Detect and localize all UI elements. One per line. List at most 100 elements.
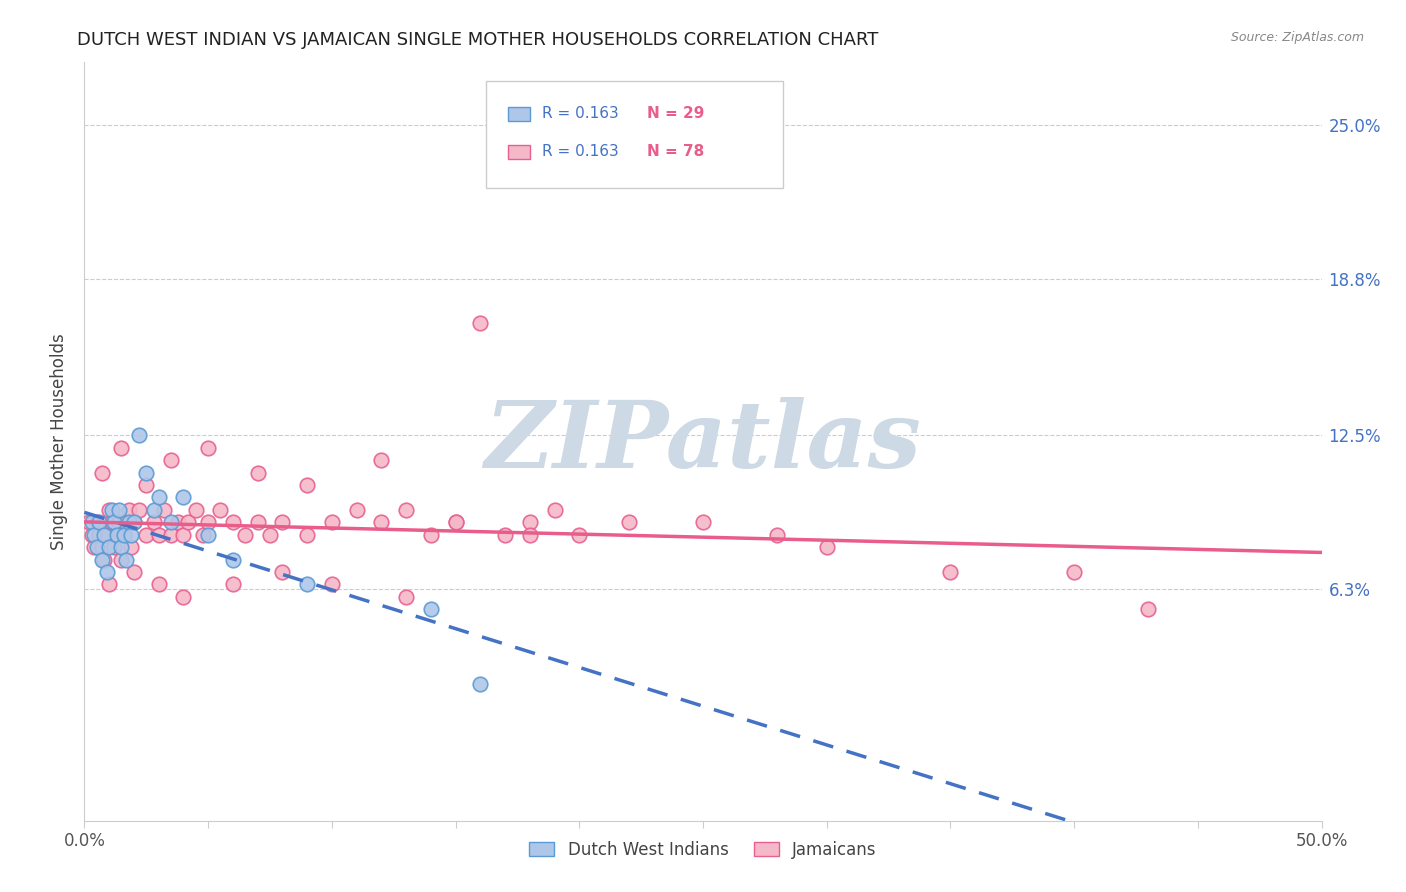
Point [148, 528, 170, 542]
Point [617, 516, 640, 530]
Point [108, 503, 131, 517]
Point [122, 516, 145, 530]
Point [83, 528, 105, 542]
Point [543, 503, 565, 517]
Point [172, 590, 194, 604]
Text: N = 29: N = 29 [647, 106, 704, 121]
Point [118, 516, 141, 530]
Point [148, 577, 170, 591]
Point [122, 516, 145, 530]
Point [90, 466, 112, 480]
Point [259, 528, 281, 542]
Y-axis label: Single Mother Households: Single Mother Households [51, 334, 69, 549]
Point [321, 516, 343, 530]
Point [197, 516, 219, 530]
Point [135, 466, 157, 480]
Point [128, 503, 150, 517]
Point [222, 552, 245, 566]
Point [160, 528, 183, 542]
Point [222, 516, 245, 530]
Point [395, 590, 418, 604]
Point [110, 552, 132, 566]
Legend: Dutch West Indians, Jamaicans: Dutch West Indians, Jamaicans [523, 834, 883, 865]
Point [1063, 565, 1085, 579]
Point [295, 577, 318, 591]
Point [184, 503, 207, 517]
Point [519, 528, 541, 542]
Point [89, 516, 111, 530]
Point [222, 577, 245, 591]
Point [80, 516, 103, 530]
Point [444, 516, 467, 530]
Text: Source: ZipAtlas.com: Source: ZipAtlas.com [1230, 31, 1364, 45]
Point [98, 503, 121, 517]
Point [110, 540, 132, 554]
Point [209, 503, 232, 517]
Point [346, 503, 368, 517]
Point [295, 478, 318, 492]
Text: DUTCH WEST INDIAN VS JAMAICAN SINGLE MOTHER HOUSEHOLDS CORRELATION CHART: DUTCH WEST INDIAN VS JAMAICAN SINGLE MOT… [77, 31, 879, 49]
Point [115, 552, 138, 566]
Text: ZIPatlas: ZIPatlas [485, 397, 921, 486]
Point [90, 540, 112, 554]
Point [90, 552, 112, 566]
Point [939, 565, 962, 579]
Point [1137, 602, 1160, 616]
Point [135, 528, 157, 542]
FancyBboxPatch shape [508, 145, 530, 159]
Point [112, 528, 135, 542]
Point [160, 516, 183, 530]
Point [93, 528, 115, 542]
Point [419, 528, 441, 542]
Point [172, 491, 194, 505]
Point [83, 540, 105, 554]
Point [191, 528, 214, 542]
Point [105, 528, 128, 542]
Point [519, 516, 541, 530]
Point [79, 516, 101, 530]
Point [115, 516, 138, 530]
Point [177, 516, 200, 530]
Point [93, 552, 115, 566]
Point [470, 317, 492, 331]
FancyBboxPatch shape [486, 81, 783, 187]
Point [98, 540, 121, 554]
Point [568, 528, 591, 542]
Point [197, 441, 219, 455]
Point [122, 565, 145, 579]
Point [86, 540, 108, 554]
Point [105, 528, 128, 542]
Point [96, 528, 118, 542]
Point [815, 540, 838, 554]
Point [120, 540, 142, 554]
Point [152, 503, 174, 517]
Point [128, 428, 150, 442]
Point [86, 516, 108, 530]
Point [100, 503, 122, 517]
Point [142, 503, 165, 517]
Point [321, 577, 343, 591]
Point [197, 528, 219, 542]
Point [103, 516, 125, 530]
Point [118, 503, 141, 517]
Point [370, 453, 392, 467]
Point [295, 528, 318, 542]
Point [692, 516, 714, 530]
Point [233, 528, 256, 542]
FancyBboxPatch shape [508, 107, 530, 120]
Point [167, 516, 190, 530]
Point [419, 602, 441, 616]
Point [110, 441, 132, 455]
Point [246, 516, 269, 530]
Point [108, 516, 131, 530]
Point [766, 528, 789, 542]
Point [148, 491, 170, 505]
Point [120, 528, 142, 542]
Point [494, 528, 516, 542]
Point [80, 528, 103, 542]
Point [100, 516, 122, 530]
Point [160, 453, 183, 467]
Point [444, 516, 467, 530]
Point [271, 516, 294, 530]
Point [135, 478, 157, 492]
